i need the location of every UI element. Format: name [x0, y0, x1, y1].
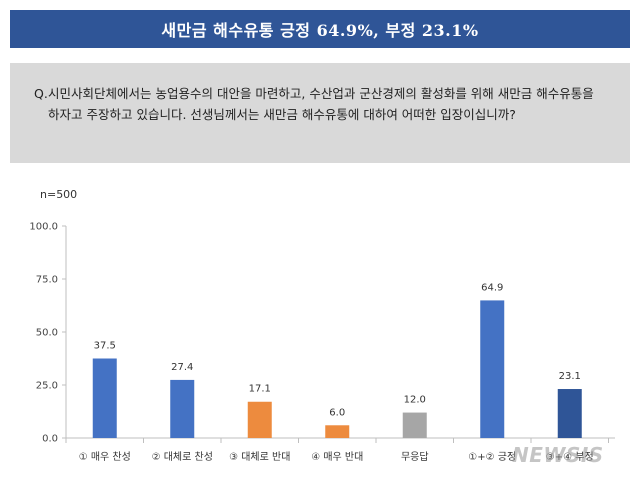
question-marker: Q.: [34, 86, 48, 101]
y-tick-label: 25.0: [36, 381, 58, 392]
y-tick-label: 50.0: [36, 328, 58, 339]
category-label: ③ 대체로 반대: [229, 451, 290, 463]
y-tick-label: 100.0: [29, 222, 58, 233]
chart-title-bar: 새만금 해수유통 긍정 64.9%, 부정 23.1%: [10, 10, 630, 48]
data-label: 12.0: [404, 395, 426, 406]
data-label: 27.4: [171, 362, 193, 373]
category-label: ①+② 긍정: [468, 451, 516, 463]
bar: [480, 300, 505, 438]
bar: [92, 358, 117, 438]
label-layer: 37.5 ① 매우 찬성 27.4 ② 대체로 찬성 17.1 ③ 대체로 반대 6.0 ④ …: [79, 282, 594, 463]
data-label: 64.9: [481, 282, 503, 293]
category-label: ④ 매우 반대: [311, 451, 363, 463]
chart-title: 새만금 해수유통 긍정 64.9%, 부정 23.1%: [161, 21, 479, 40]
data-label: 6.0: [329, 407, 345, 418]
bar-layer: [92, 300, 582, 438]
sample-size-label: n=500: [40, 188, 78, 201]
data-label: 23.1: [559, 371, 581, 382]
category-label: ③+④ 부정: [546, 451, 594, 463]
data-label: 37.5: [94, 341, 116, 352]
category-label: ② 대체로 찬성: [152, 451, 213, 463]
category-label: ① 매우 찬성: [79, 451, 131, 463]
bar: [557, 389, 582, 438]
newsis-watermark: NEWSIS: [512, 443, 604, 467]
y-tick-label: 75.0: [36, 275, 58, 286]
question-box: Q. 시민사회단체에서는 농업용수의 대안을 마련하고, 수산업과 군산경제의 …: [10, 63, 630, 163]
bar: [170, 379, 195, 438]
question-row: Q. 시민사회단체에서는 농업용수의 대안을 마련하고, 수산업과 군산경제의 …: [34, 83, 606, 125]
bar: [325, 425, 350, 438]
data-label: 17.1: [249, 384, 271, 395]
y-tick-label: 0.0: [42, 434, 58, 445]
category-label: 무응답: [401, 451, 429, 463]
question-text: 시민사회단체에서는 농업용수의 대안을 마련하고, 수산업과 군산경제의 활성화…: [48, 86, 594, 122]
bar: [402, 412, 427, 438]
axis-layer: 0.0 25.0 50.0 75.0 100.0: [29, 222, 615, 445]
bar: [247, 401, 272, 438]
